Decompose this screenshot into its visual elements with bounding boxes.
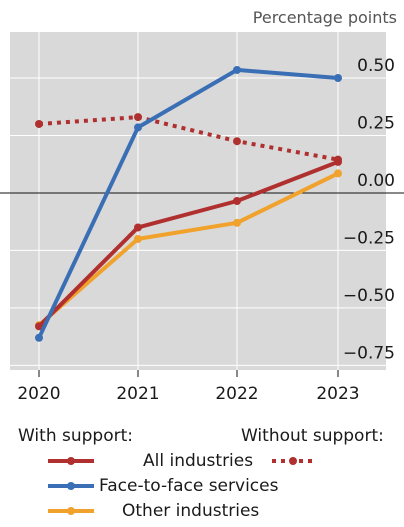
y-tick-label: −0.50 (343, 286, 395, 306)
legend-with-support-label: With support: (18, 426, 133, 446)
data-point-with-all-industries (334, 157, 342, 166)
series-line-without-all-industries (38, 115, 339, 162)
series-line-with-all-industries (37, 160, 339, 328)
data-point-with-face-to-face-services (233, 65, 241, 74)
legend-swatch-all-industries-with-marker (67, 457, 75, 465)
data-point-with-all-industries (134, 223, 142, 232)
y-tick-label: 0.50 (357, 56, 395, 76)
x-tick-label: 2023 (316, 384, 359, 404)
y-tick-label: 0.25 (357, 113, 395, 133)
data-point-with-other-industries (233, 218, 241, 227)
legend-swatches (48, 457, 314, 515)
data-point-with-face-to-face-services (35, 333, 43, 342)
y-tick-label: −0.75 (343, 343, 395, 363)
data-point-with-other-industries (334, 169, 342, 178)
legend-swatch-other-industries-marker (67, 507, 75, 515)
series-group (35, 65, 342, 342)
data-point-without-all-industries (134, 113, 142, 122)
data-point-with-all-industries (233, 197, 241, 205)
data-point-with-face-to-face-services (334, 73, 342, 82)
y-tick-label: 0.00 (357, 171, 395, 191)
series-line-with-face-to-face-services (37, 67, 339, 339)
x-tick-label: 2020 (17, 384, 60, 404)
x-tick-label: 2021 (116, 384, 159, 404)
legend-swatch-all-industries-without-marker (289, 457, 297, 465)
legend-label-all-industries: All industries (143, 451, 254, 471)
plot-area (10, 32, 386, 370)
legend-label-other-industries: Other industries (122, 501, 260, 521)
data-point-with-face-to-face-services (134, 123, 142, 132)
y-tick-label: −0.25 (343, 228, 395, 248)
data-point-with-other-industries (134, 234, 142, 243)
x-tick-label: 2022 (215, 384, 258, 404)
data-point-without-all-industries (35, 119, 43, 128)
legend-label-face-to-face: Face-to-face services (99, 476, 279, 496)
y-tick-labels: 0.50 0.25 0.00 −0.25 −0.50 −0.75 (343, 56, 395, 363)
data-point-without-all-industries (233, 137, 241, 146)
unit-label: Percentage points (253, 8, 397, 27)
x-tick-labels: 2020 2021 2022 2023 (17, 370, 360, 404)
legend-swatch-face-to-face-marker (67, 482, 75, 490)
legend-without-support-label: Without support: (241, 426, 384, 446)
data-point-with-all-industries (35, 322, 43, 331)
series-line-with-other-industries (37, 171, 339, 327)
gridlines (10, 32, 386, 370)
